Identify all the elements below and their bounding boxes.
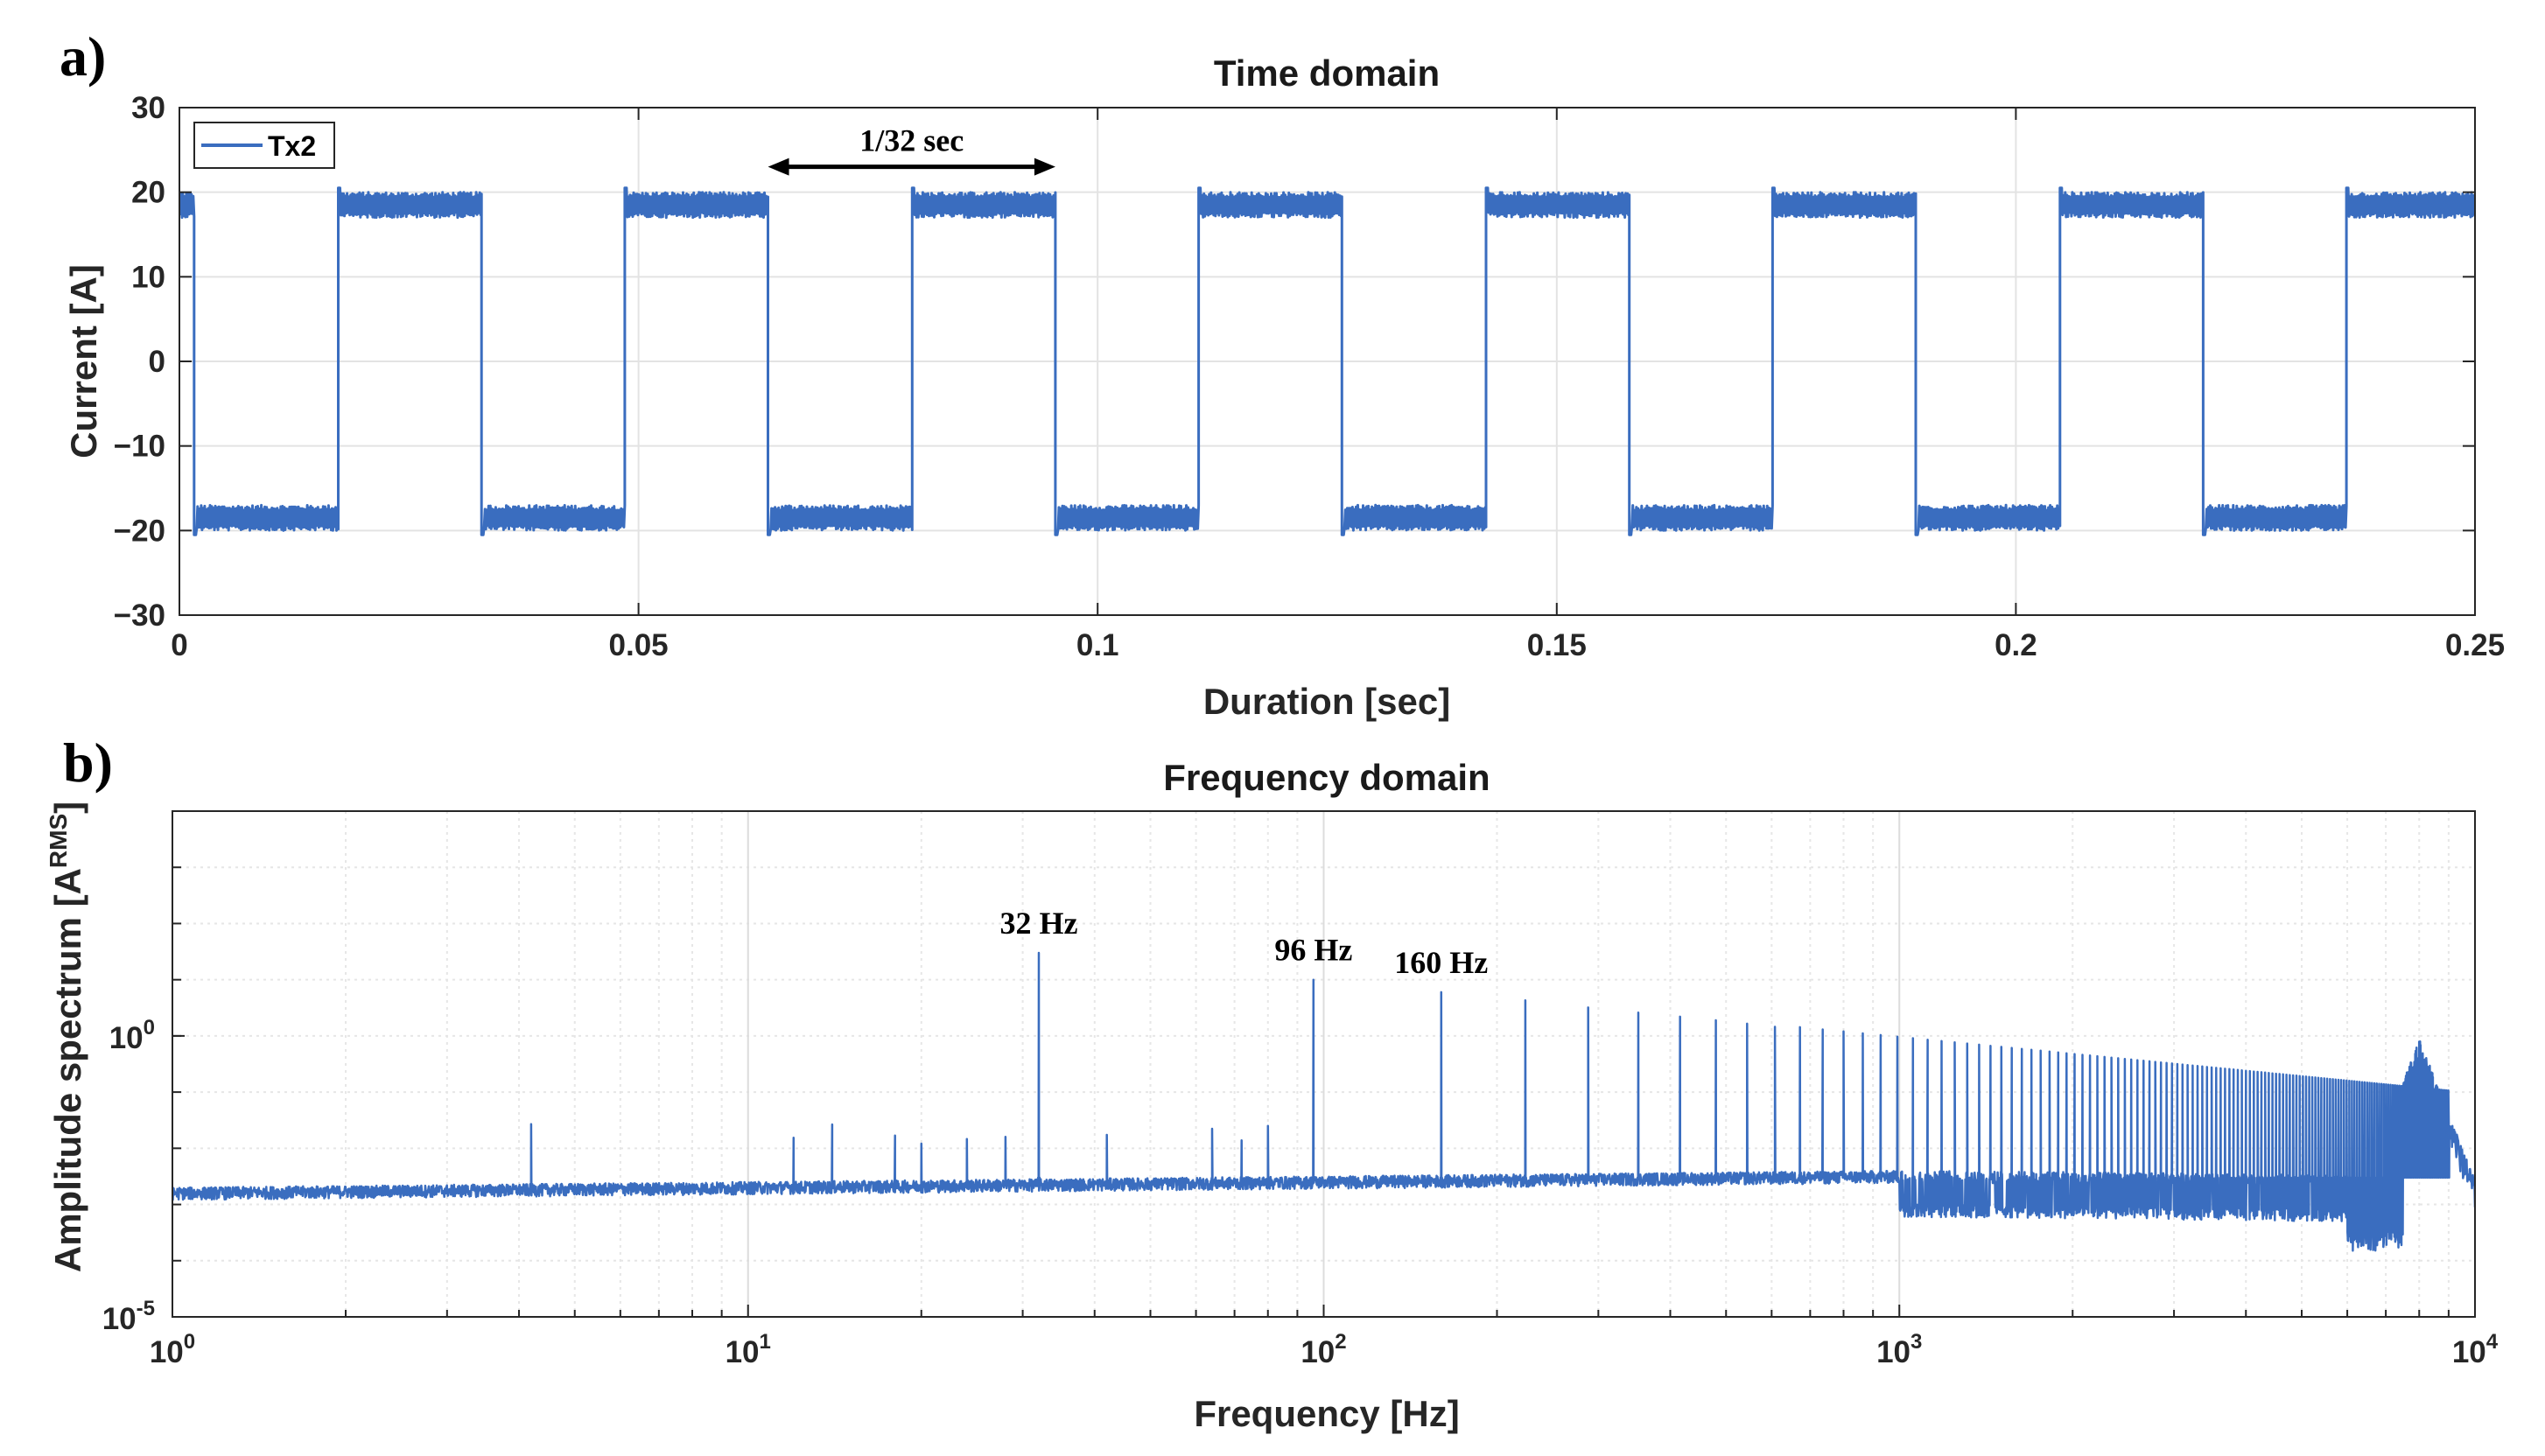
freq-x-tick-base: 10	[2452, 1335, 2486, 1369]
period-annotation-text: 1/32 sec	[859, 123, 964, 158]
freq-x-tick-label: 102	[1301, 1330, 1346, 1369]
time-y-tick-label: 10	[131, 260, 165, 294]
frequency-domain-title: Frequency domain	[1163, 757, 1490, 798]
time-x-tick-label: 0	[171, 628, 187, 662]
freq-y-axis-label: Amplitude spectrum [ARMS]	[45, 802, 88, 1272]
time-x-tick-label: 0.15	[1527, 628, 1587, 662]
freq-y-tick-label: 100	[109, 1016, 155, 1055]
period-arrow-right-head	[1034, 158, 1055, 176]
annotation-32hz: 32 Hz	[1000, 906, 1078, 941]
time-x-tick-label: 0.05	[609, 628, 669, 662]
freq-x-tick-exponent: 2	[1335, 1330, 1346, 1354]
freq-x-tick-label: 103	[1876, 1330, 1922, 1369]
freq-y-tick-exponent: -5	[137, 1297, 155, 1320]
time-y-tick-label: −20	[114, 514, 165, 548]
time-y-tick-label: 20	[131, 176, 165, 210]
freq-x-tick-exponent: 0	[184, 1330, 195, 1354]
freq-x-tick-label: 101	[726, 1330, 771, 1369]
freq-x-tick-exponent: 1	[760, 1330, 771, 1354]
freq-y-tick-label: 10-5	[102, 1297, 155, 1336]
time-domain-chart: 0 0.05 0.1 0.15 0.2 0.25 −30 −20 −10 0 10 20 30 Time…	[63, 52, 2505, 722]
time-y-axis-label: Current [A]	[63, 264, 104, 458]
annotation-160hz: 160 Hz	[1394, 945, 1488, 980]
spectrum-series-line	[172, 951, 2475, 1252]
annotation-96hz: 96 Hz	[1274, 933, 1352, 968]
time-y-tick-label: −10	[114, 430, 165, 464]
time-x-tick-label: 0.1	[1076, 628, 1119, 662]
freq-x-axis-label: Frequency [Hz]	[1194, 1393, 1459, 1434]
time-domain-title: Time domain	[1214, 52, 1440, 94]
time-legend-entry: Tx2	[268, 130, 316, 162]
time-x-tick-label: 0.25	[2445, 628, 2505, 662]
freq-x-tick-base: 10	[1876, 1335, 1911, 1369]
time-y-tick-label: 30	[131, 91, 165, 125]
tx2-series-line	[179, 186, 2475, 536]
freq-x-tick-base: 10	[150, 1335, 184, 1369]
time-x-tick-label: 0.2	[1995, 628, 2037, 662]
panel-a-label: a)	[60, 25, 106, 88]
freq-y-tick-base: 10	[102, 1302, 137, 1336]
period-annotation: 1/32 sec	[768, 123, 1055, 176]
freq-x-tick-label: 104	[2452, 1330, 2499, 1369]
freq-x-tick-label: 100	[150, 1330, 195, 1369]
time-legend: Tx2	[193, 122, 335, 169]
freq-y-axis-label-superscript: RMS	[45, 814, 72, 868]
freq-y-tick-exponent: 0	[144, 1016, 155, 1040]
freq-x-tick-exponent: 4	[2486, 1330, 2499, 1354]
time-x-axis-label: Duration [sec]	[1203, 681, 1450, 722]
freq-y-axis-label-main: Amplitude spectrum [A	[47, 868, 88, 1272]
freq-x-tick-exponent: 3	[1911, 1330, 1922, 1354]
time-ticks: 0 0.05 0.1 0.15 0.2 0.25 −30 −20 −10 0 10 20 30	[114, 91, 2505, 662]
freq-y-axis-label-suffix: ]	[47, 802, 88, 814]
period-arrow-left-head	[768, 158, 789, 176]
panel-b-label: b)	[63, 732, 113, 794]
harmonic-annotations: 32 Hz 96 Hz 160 Hz	[1000, 906, 1489, 980]
time-y-tick-label: −30	[114, 598, 165, 633]
freq-grid	[172, 810, 2475, 1318]
freq-x-tick-base: 10	[1301, 1335, 1335, 1369]
time-y-tick-label: 0	[149, 345, 165, 379]
freq-x-tick-base: 10	[726, 1335, 760, 1369]
freq-y-tick-base: 10	[109, 1021, 144, 1055]
